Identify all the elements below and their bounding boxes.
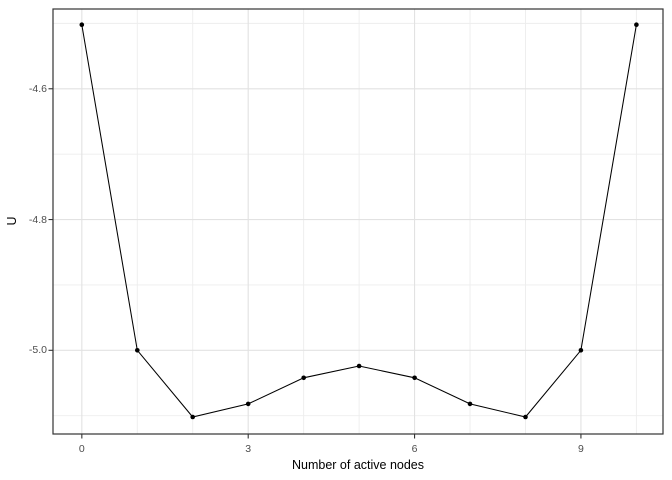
data-point	[356, 363, 362, 369]
panel-background	[53, 9, 663, 434]
data-point	[301, 375, 307, 381]
data-point	[245, 401, 251, 407]
y-axis-title: U	[5, 216, 19, 226]
x-tick-label: 9	[578, 443, 584, 455]
data-point	[190, 414, 195, 420]
x-tick-label: 6	[411, 443, 418, 455]
data-points	[79, 22, 639, 420]
data-point	[467, 401, 473, 407]
data-point	[135, 348, 140, 353]
x-tick-label: 3	[245, 443, 252, 455]
x-axis-title: Number of active nodes	[291, 458, 424, 472]
data-point	[634, 22, 639, 28]
axis-tick-marks	[48, 88, 582, 439]
data-point	[79, 22, 85, 28]
data-point	[578, 348, 584, 353]
data-point	[412, 375, 417, 381]
y-tick-label: -4.8	[28, 213, 47, 226]
major-gridlines	[53, 9, 663, 434]
minor-gridlines	[53, 9, 663, 434]
data-point	[523, 414, 528, 420]
panel-border	[52, 8, 664, 435]
y-tick-label: -4.6	[28, 82, 47, 95]
x-tick-label: 0	[78, 443, 85, 455]
y-tick-label: -5.0	[28, 344, 47, 357]
